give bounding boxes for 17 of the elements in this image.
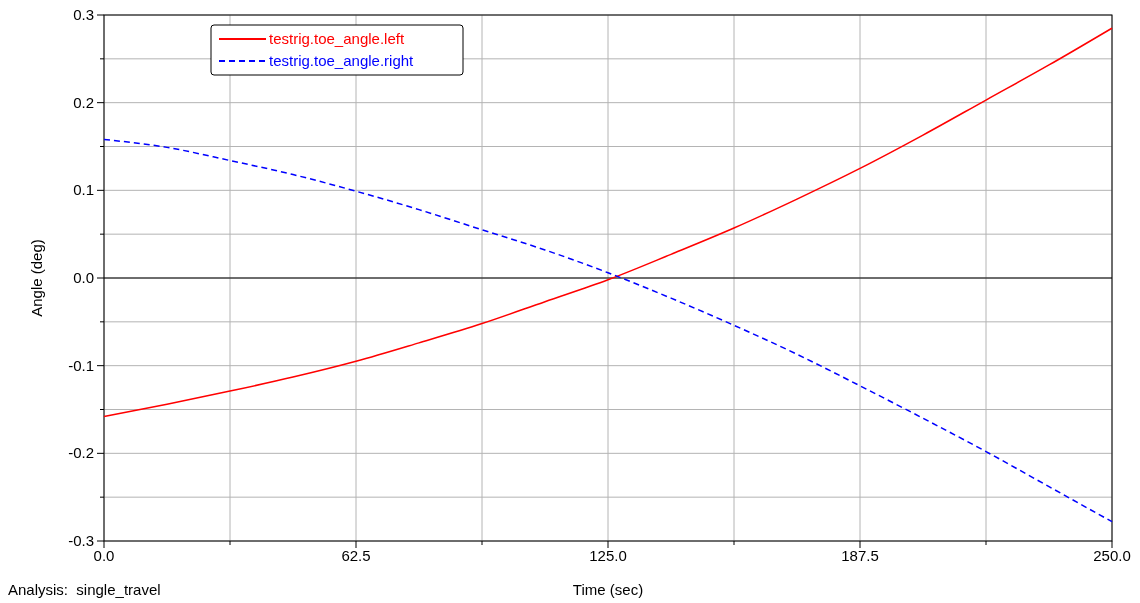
legend-label: testrig.toe_angle.right [269, 52, 415, 69]
x-tick-label: 187.5 [841, 547, 879, 564]
x-tick-label: 0.0 [93, 547, 115, 564]
y-tick-label: -0.3 [68, 532, 94, 549]
y-tick-label: 0.3 [73, 6, 94, 23]
text: Analysis: single_travel [8, 581, 161, 598]
y-tick-label: 0.2 [73, 93, 94, 111]
x-tick-label: 62.5 [341, 547, 371, 564]
y-axis-title: Angle (deg) [28, 239, 45, 317]
y-tick-label: -0.1 [68, 356, 94, 374]
x-axis-title: Time (sec) [572, 581, 644, 598]
y-tick-label: -0.2 [68, 444, 94, 462]
x-tick-label: 250.0 [1093, 547, 1131, 564]
y-tick-label: 0.1 [73, 181, 94, 199]
x-tick-label: 125.0 [589, 547, 627, 564]
legend-label: testrig.toe_angle.left [269, 30, 405, 47]
y-tick-label: 0.0 [73, 269, 94, 286]
